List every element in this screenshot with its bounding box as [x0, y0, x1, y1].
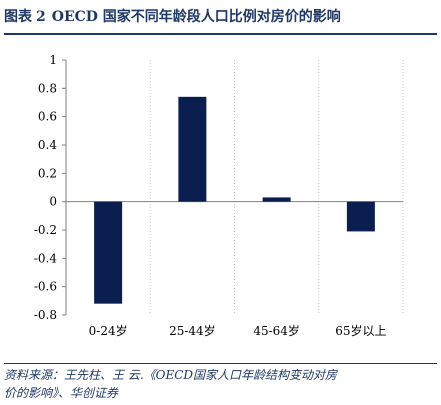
y-tick-label: 0: [49, 195, 57, 209]
title-rule: [4, 33, 437, 35]
y-tick-label: -0.6: [34, 280, 57, 294]
figure-number: 2: [36, 9, 46, 25]
y-tick-label: -0.8: [34, 308, 57, 322]
bar: [178, 96, 207, 202]
y-tick-label: -0.2: [34, 223, 57, 237]
x-tick-label: 65岁以上: [335, 323, 386, 338]
y-tick-label: -0.4: [34, 251, 58, 265]
x-tick-labels: 0-24岁 25-44岁 45-64岁 65岁以上: [89, 323, 387, 338]
axes: [62, 59, 403, 316]
bars: [94, 96, 375, 304]
grid: [149, 60, 404, 315]
figure-title: 图表 2 OECD 国家不同年龄段人口比例对房价的影响: [4, 6, 437, 30]
bar: [346, 201, 375, 232]
source-rule: [4, 363, 437, 364]
y-tick-label: 1: [49, 53, 57, 67]
bar: [94, 201, 123, 304]
bar-chart: 1 0.8 0.6 0.4 0.2 0 -0.2 -0.4 -0.6 -0.8 0-24岁 25-4…: [34, 53, 404, 338]
y-tick-label: 0.8: [38, 81, 57, 95]
x-tick-label: 25-44岁: [169, 323, 216, 338]
y-tick-label: 0.4: [38, 138, 57, 152]
source-line-1: 资料来源：王先柱、王 云.《OECD国家人口年龄结构变动对房: [4, 368, 338, 382]
x-tick-label: 45-64岁: [253, 323, 300, 338]
source-line-2: 价的影响》、华创证券: [4, 386, 119, 400]
y-tick-label: 0.6: [38, 110, 57, 124]
y-tick-label: 0.2: [38, 166, 57, 180]
bar: [262, 197, 291, 202]
y-tick-labels: 1 0.8 0.6 0.4 0.2 0 -0.2 -0.4 -0.6 -0.8: [34, 53, 58, 322]
x-tick-label: 0-24岁: [89, 323, 128, 338]
source-note: 资料来源：王先柱、王 云.《OECD国家人口年龄结构变动对房 价的影响》、华创证…: [4, 366, 437, 402]
figure-label: 图表: [4, 9, 32, 25]
figure-title-text: OECD 国家不同年龄段人口比例对房价的影响: [51, 9, 341, 25]
